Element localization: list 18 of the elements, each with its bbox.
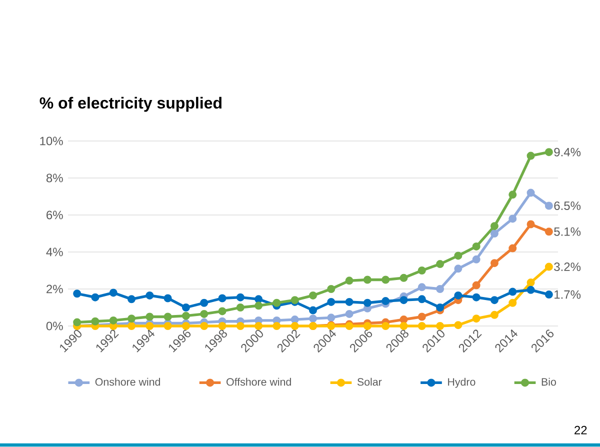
legend-label: Onshore wind (95, 378, 160, 386)
data-label: 6.5% (554, 201, 581, 210)
legend-label: Bio (542, 378, 556, 386)
y-tick-label: 6% (46, 210, 63, 220)
data-label: 9.4% (554, 148, 581, 156)
legend-label: Solar (357, 378, 382, 386)
legend-label: Offshore wind (226, 378, 291, 386)
y-tick-label: 10% (40, 136, 63, 146)
data-label: 3.2% (554, 262, 581, 272)
y-tick-label: 0% (46, 322, 63, 330)
y-tick-label: 2% (46, 284, 63, 294)
y-tick-label: 8% (46, 174, 63, 182)
legend-label: Hydro (448, 378, 476, 388)
chart-title: % of electricity supplied (40, 96, 222, 112)
text: 22 (574, 426, 587, 434)
y-tick-label: 4% (46, 248, 63, 256)
data-label: 1.7% (554, 290, 581, 299)
data-label: 5.1% (554, 227, 581, 236)
